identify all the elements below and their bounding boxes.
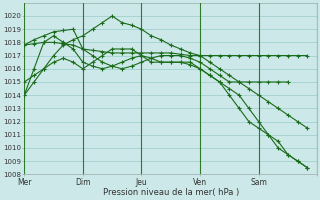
X-axis label: Pression niveau de la mer( hPa ): Pression niveau de la mer( hPa ) [103, 188, 239, 197]
